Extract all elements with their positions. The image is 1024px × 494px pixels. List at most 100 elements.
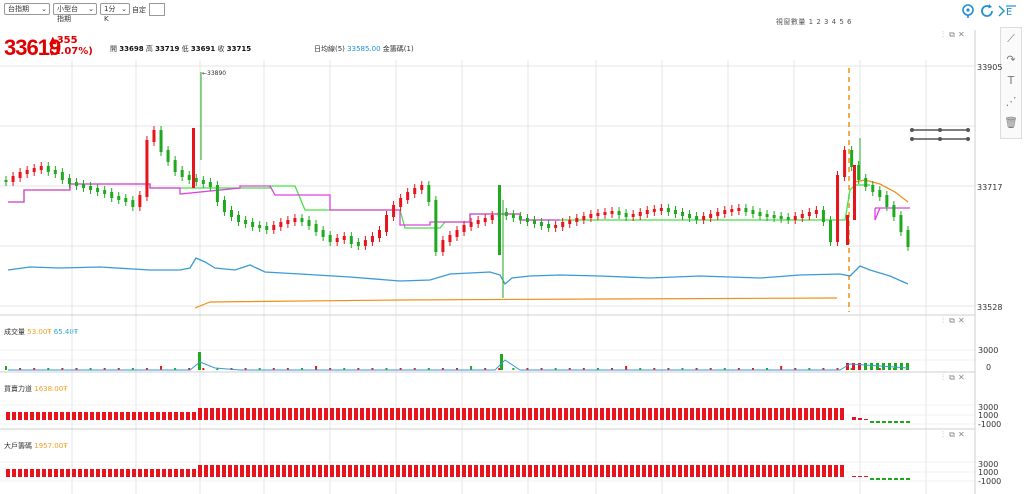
big-player-bar <box>258 465 262 477</box>
big-player-bar <box>324 465 328 477</box>
copy-icon[interactable]: ⧉ <box>949 430 958 439</box>
candle-body <box>110 192 114 198</box>
big-player-bar <box>732 465 736 477</box>
line-draw-icon[interactable]: ⟋ <box>1007 32 1015 45</box>
big-player-bar <box>252 465 256 477</box>
power-bar <box>366 408 370 420</box>
copy-icon[interactable]: ⧉ <box>949 30 958 39</box>
power-bar <box>618 408 622 420</box>
big-player-bar <box>786 465 790 477</box>
volume-bar <box>695 368 698 370</box>
power-bar <box>612 408 616 420</box>
big-player-bar <box>504 465 508 477</box>
candle-body <box>138 195 142 207</box>
big-player-bar <box>42 469 46 477</box>
adjust-icon[interactable]: ⫶ <box>942 373 947 382</box>
power-panel-label: 買賣力道 1638.00Ŧ <box>4 384 67 394</box>
power-bar <box>516 408 520 420</box>
big-player-bar <box>906 478 910 480</box>
candle-body <box>258 225 262 228</box>
drawn-horizontal-lines[interactable] <box>910 128 970 141</box>
power-bar <box>294 408 298 420</box>
interval-select[interactable]: 1分K ⌄ <box>100 3 130 23</box>
power-bar <box>870 421 874 423</box>
power-bar <box>762 408 766 420</box>
candle-body <box>695 216 699 220</box>
power-unit: Ŧ <box>63 385 68 393</box>
text-icon[interactable]: T <box>1007 74 1015 87</box>
copy-icon[interactable]: ⧉ <box>949 316 958 325</box>
ohlc-values: 開 33698 高 33719 低 33691 收 33715 <box>110 44 251 54</box>
volume-bar <box>103 368 106 370</box>
big-axis-tick: -1000 <box>978 477 1001 486</box>
volume-value-1: 53.00 <box>27 328 48 336</box>
big-axis-tick: 1000 <box>978 468 998 477</box>
power-bar <box>810 408 814 420</box>
candle-body <box>53 170 57 174</box>
big-player-bar <box>540 465 544 477</box>
candle-body <box>145 140 149 197</box>
candle-body <box>807 212 811 216</box>
power-bar <box>318 408 322 420</box>
candle-body <box>180 170 184 177</box>
candle-body <box>779 216 783 219</box>
volume-bar <box>160 366 163 370</box>
big-player-bar <box>78 469 82 477</box>
chevron-down-icon: ⌄ <box>88 5 94 13</box>
power-bar <box>42 412 46 420</box>
view-count-selector[interactable]: 視窗數量 1 2 3 4 5 6 <box>775 18 852 26</box>
trash-icon[interactable]: 🗑 <box>1004 116 1018 129</box>
settings-icon[interactable]: E <box>997 3 1019 19</box>
big-player-bar <box>174 469 178 477</box>
ma-label: 日均線(5) <box>314 45 345 53</box>
power-bar <box>570 408 574 420</box>
power-bar <box>456 408 460 420</box>
power-bar <box>390 408 394 420</box>
candle-body <box>659 208 663 211</box>
candle-body <box>103 190 107 194</box>
price-axis-tick: 33528 <box>977 303 1002 312</box>
adjust-icon[interactable]: ⫶ <box>942 30 947 39</box>
power-bar <box>204 408 208 420</box>
big-player-bar <box>804 465 808 477</box>
power-bar <box>186 412 190 420</box>
power-bar <box>78 412 82 420</box>
big-player-bar <box>228 465 232 477</box>
chevron-down-icon: ⌄ <box>121 5 127 13</box>
candle-body <box>610 211 614 214</box>
volume-bar <box>357 368 360 370</box>
svg-text:E: E <box>1006 7 1012 18</box>
adjust-icon[interactable]: ⫶ <box>942 430 947 439</box>
big-player-bar <box>792 465 796 477</box>
big-player-bar <box>888 478 892 480</box>
pin-icon[interactable] <box>960 3 976 19</box>
candle-body <box>624 213 628 217</box>
power-bar <box>882 421 886 423</box>
sub-product-select[interactable]: 小型台指期 ⌄ <box>53 3 97 23</box>
refresh-icon[interactable] <box>979 3 995 19</box>
big-player-bar <box>402 465 406 477</box>
custom-interval-input[interactable] <box>149 3 165 16</box>
close-icon[interactable]: ✕ <box>958 30 968 39</box>
copy-icon[interactable]: ⧉ <box>949 373 958 382</box>
close-icon[interactable]: ✕ <box>958 316 968 325</box>
indicator-lines <box>7 179 910 309</box>
volume-bar <box>900 363 903 370</box>
big-player-bar <box>588 465 592 477</box>
power-bar <box>384 408 388 420</box>
big-player-bar <box>618 465 622 477</box>
fan-icon[interactable]: ⋰ <box>1005 95 1017 108</box>
candle-body <box>32 168 36 172</box>
adjust-icon[interactable]: ⫶ <box>942 316 947 325</box>
close-icon[interactable]: ✕ <box>958 373 968 382</box>
product-select[interactable]: 台指期 ⌄ <box>4 3 50 15</box>
curve-draw-icon[interactable]: ↷ <box>1006 53 1016 66</box>
candle-body <box>899 215 903 232</box>
volume-bar <box>117 368 120 370</box>
power-bar <box>30 412 34 420</box>
big-player-bar <box>570 465 574 477</box>
power-bar <box>780 408 784 420</box>
close-icon[interactable]: ✕ <box>958 430 968 439</box>
candle-body <box>455 230 459 237</box>
